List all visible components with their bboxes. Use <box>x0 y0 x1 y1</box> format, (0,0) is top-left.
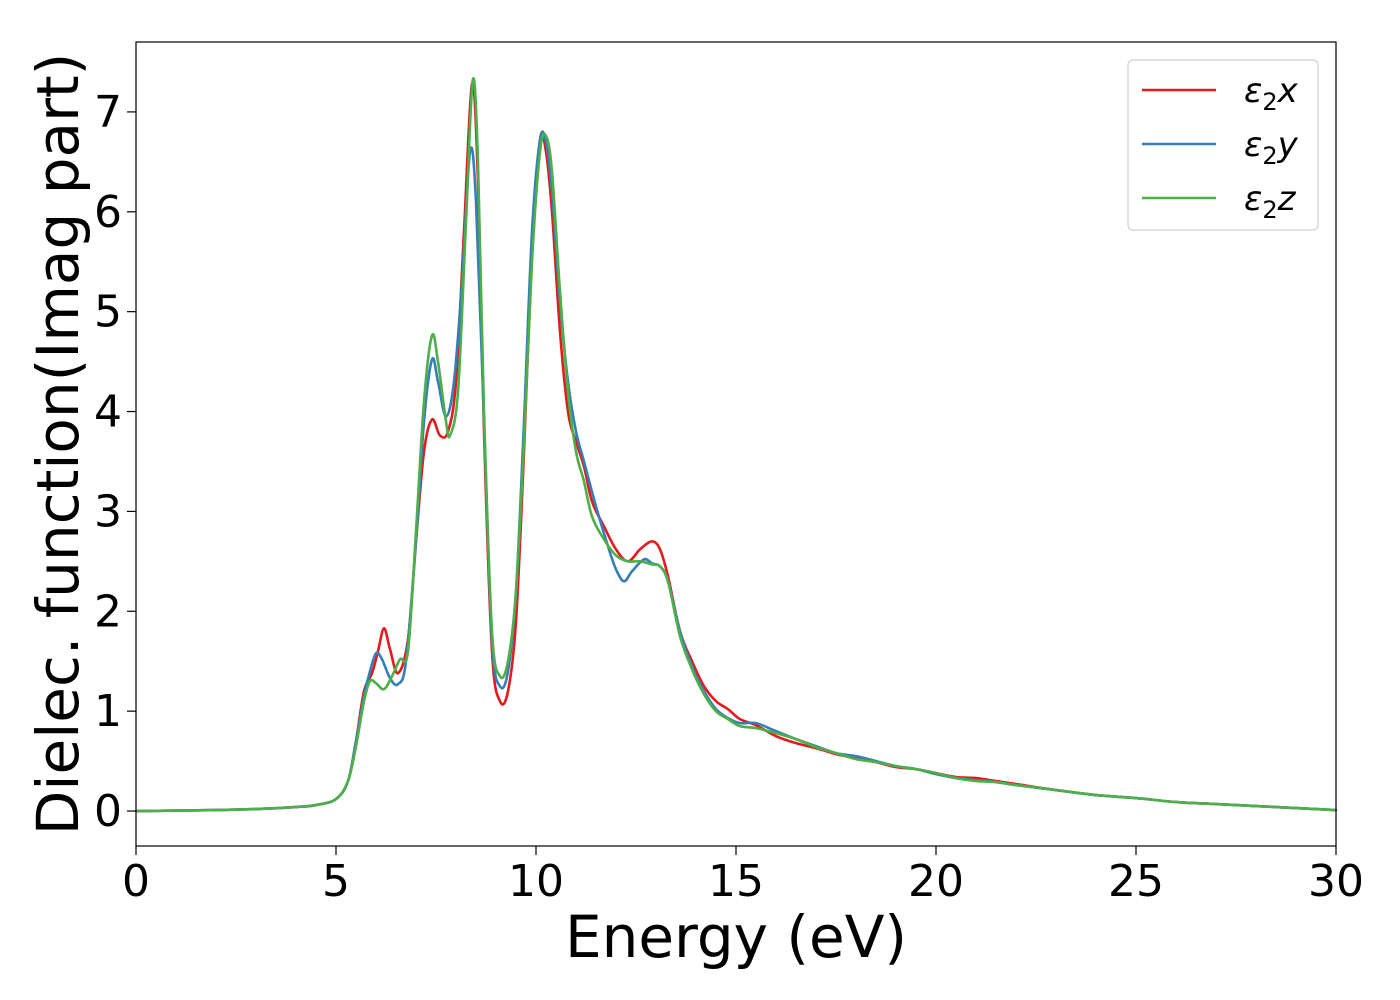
legend-frame <box>1127 59 1319 231</box>
legend-label-z: ε2z <box>1244 179 1297 224</box>
legend-label-x: ε2x <box>1244 71 1299 116</box>
y-tick-label: 1 <box>94 686 122 737</box>
series-line-z <box>134 77 1338 813</box>
legend-label-y: ε2y <box>1244 125 1299 170</box>
x-tick-label: 25 <box>1108 856 1164 907</box>
x-tick-label: 10 <box>508 856 564 907</box>
y-tick-label: 2 <box>94 586 122 637</box>
y-tick-label: 5 <box>94 287 122 338</box>
y-tick-label: 0 <box>94 786 122 837</box>
x-tick-label: 0 <box>122 856 150 907</box>
x-tick-label: 15 <box>708 856 764 907</box>
y-tick-label: 3 <box>94 486 122 537</box>
legend: ε2x ε2y ε2z <box>1127 59 1319 231</box>
x-tick-label: 20 <box>908 856 964 907</box>
series-layer <box>134 77 1338 813</box>
x-axis-label: Energy (eV) <box>565 903 907 971</box>
ticks-layer: 0 5 10 15 20 25 30 0 1 2 3 4 5 6 7 <box>94 87 1364 907</box>
y-tick-label: 6 <box>94 187 122 238</box>
plot-frame <box>135 41 1337 847</box>
y-tick-label: 4 <box>94 387 122 438</box>
y-axis-label: Dielec. function(Imag part) <box>24 53 92 836</box>
x-tick-label: 5 <box>322 856 350 907</box>
x-tick-label: 30 <box>1308 856 1364 907</box>
y-tick-label: 7 <box>94 87 122 138</box>
